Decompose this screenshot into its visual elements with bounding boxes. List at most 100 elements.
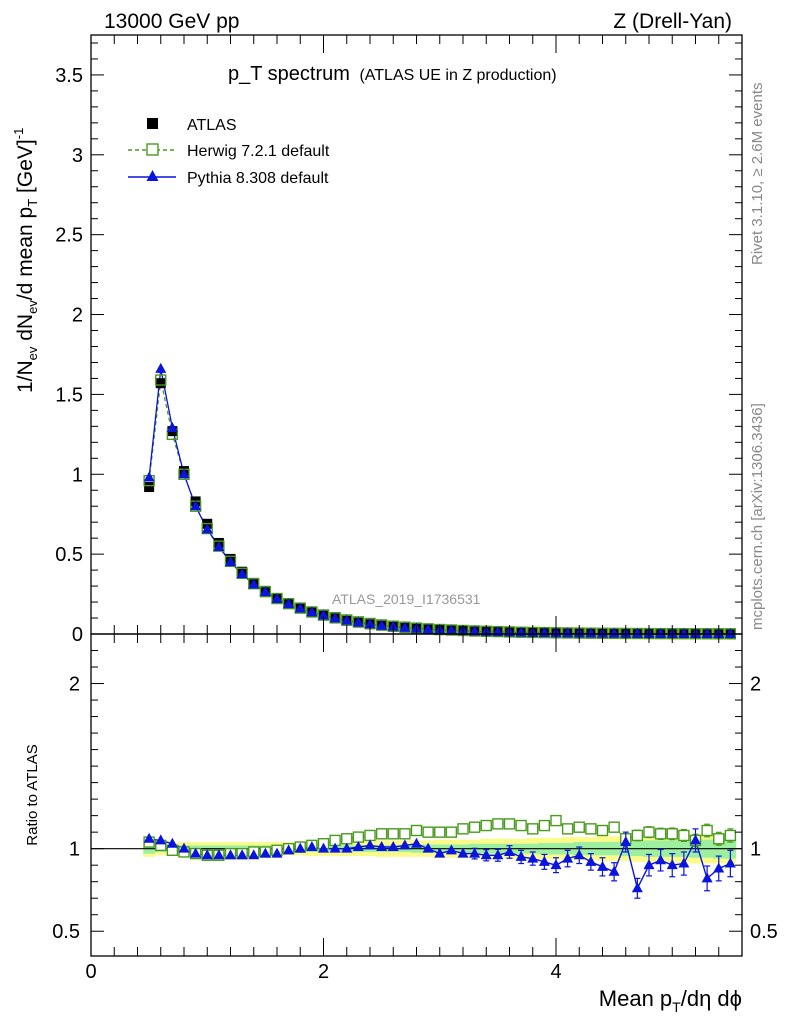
ratio-pythia-point <box>166 837 178 848</box>
main-ytick-label: 1.5 <box>55 384 83 406</box>
legend-label-atlas: ATLAS <box>187 117 237 134</box>
pythia-point <box>376 619 388 630</box>
pythia-point <box>469 625 481 636</box>
ratio-herwig-point <box>724 829 737 842</box>
pythia-point <box>678 627 690 638</box>
ratio-herwig-point <box>596 824 609 837</box>
ratio-pythia-point <box>422 842 434 853</box>
ratio-pythia-point <box>480 849 492 860</box>
ratio-herwig-point <box>585 823 597 835</box>
pythia-point <box>399 621 411 632</box>
chart-title-text: p_T spectrum <box>228 63 350 85</box>
main-ytick-label: 3.5 <box>55 65 83 87</box>
legend-label-pythia: Pythia 8.308 default <box>187 170 329 187</box>
pythia-point <box>271 592 283 603</box>
ratio-xtick-label: 4 <box>550 961 561 983</box>
ratio-herwig-point <box>631 829 644 842</box>
pythia-point <box>562 627 574 638</box>
chart-title-sub: (ATLAS UE in Z production) <box>359 67 556 84</box>
herwig-point <box>155 374 167 386</box>
pythia-point <box>445 624 457 635</box>
pythia-point <box>201 523 213 534</box>
header-left-label: 13000 GeV pp <box>104 10 239 33</box>
ratio-pythia-point <box>352 841 364 852</box>
ratio-pythia-point <box>492 849 504 860</box>
ratio-ytick-label: 1 <box>69 839 80 861</box>
header-right-label: Z (Drell-Yan) <box>613 10 732 33</box>
ratio-panel: 0.5 0.5 1 1 2 2 0 2 4 Ratio to ATLAS Mean pT/dη … <box>24 633 778 1015</box>
ratio-herwig-point <box>422 826 434 838</box>
ratio-herwig-point <box>515 819 527 832</box>
ratio-pythia-point <box>178 842 190 853</box>
ratio-pythia-point <box>399 839 411 850</box>
ratio-ytick-label-right: 1 <box>750 839 761 861</box>
ratio-pythia-point <box>236 849 248 860</box>
ratio-ytick-label-right: 2 <box>750 674 761 696</box>
ratio-herwig-point <box>608 821 620 833</box>
mcplots-label: mcplots.cern.ch [arXiv:1306.3436] <box>749 403 766 630</box>
ratio-pythia-point <box>341 842 353 853</box>
ratio-pythia-point <box>527 852 539 863</box>
main-ticks <box>90 35 743 635</box>
ratio-herwig-point <box>457 823 469 835</box>
ratio-pythia-point <box>143 832 155 843</box>
ratio-pythia-point <box>538 855 550 866</box>
ratio-pythia-point <box>225 849 236 860</box>
main-ytick-labels: 0 0.5 1 1.5 2 2.5 3 3.5 <box>55 65 83 646</box>
pythia-point <box>248 578 260 589</box>
main-ytick-label: 0 <box>72 624 83 646</box>
pythia-point <box>364 618 376 629</box>
ratio-herwig-point <box>666 828 678 840</box>
atlas-point <box>144 482 155 493</box>
pythia-point <box>155 362 167 373</box>
pythia-point <box>259 586 271 597</box>
ratio-pythia-point <box>411 837 422 848</box>
ratio-pythia-point <box>318 842 329 853</box>
ratio-pythia-point <box>690 834 701 845</box>
main-panel: 0 0.5 1 1.5 2 2.5 3 3.5 p_T spectrum (ATLAS UE … <box>11 34 743 646</box>
legend-marker-pythia <box>146 170 159 181</box>
ratio-pythia-point <box>550 859 562 870</box>
ratio-herwig-point <box>678 829 690 842</box>
ratio-herwig-point <box>387 828 399 840</box>
main-ytick-label: 1 <box>72 464 83 486</box>
ratio-herwig-point <box>445 826 458 838</box>
ratio-pythia-point <box>259 847 271 858</box>
legend-marker-atlas <box>147 118 158 129</box>
ratio-herwig-point <box>550 814 562 827</box>
pythia-point <box>190 500 202 511</box>
ratio-herwig-point <box>364 829 376 842</box>
ratio-pythia-point <box>329 842 341 853</box>
ratio-herwig-point <box>399 828 411 840</box>
pythia-point <box>294 602 306 613</box>
ratio-pythia-point <box>666 859 678 870</box>
pythia-point <box>283 598 295 609</box>
ratio-herwig-point <box>503 818 516 830</box>
ratio-xlabel: Mean pT/dη dϕ <box>599 986 742 1015</box>
pythia-point <box>213 540 225 551</box>
main-ytick-label: 3 <box>72 145 83 167</box>
ratio-xtick-label: 0 <box>85 961 96 983</box>
pythia-point <box>724 627 736 638</box>
ratio-pythia-point <box>643 859 655 870</box>
pythia-point <box>166 421 178 432</box>
ratio-pythia-point <box>608 865 620 876</box>
ratio-herwig-point <box>434 826 446 838</box>
ratio-pythia-point <box>655 854 667 865</box>
legend: ATLAS Herwig 7.2.1 default Pythia 8.308 … <box>128 117 330 187</box>
pythia-point <box>225 556 236 567</box>
legend-label-herwig: Herwig 7.2.1 default <box>187 143 330 160</box>
ratio-herwig-point <box>654 828 667 840</box>
ratio-herwig-point <box>527 823 539 835</box>
analysis-id-label: ATLAS_2019_I1736531 <box>332 591 481 607</box>
ratio-pythia-point <box>271 847 283 858</box>
ratio-herwig-point <box>375 828 388 840</box>
ratio-pythia-point <box>155 834 167 845</box>
pythia-point <box>178 468 190 479</box>
pythia-point <box>318 609 329 620</box>
ratio-pythia-point <box>504 845 515 856</box>
main-ytick-label: 2.5 <box>55 225 83 247</box>
ratio-herwig-point <box>538 819 551 832</box>
pythia-point <box>631 627 643 638</box>
